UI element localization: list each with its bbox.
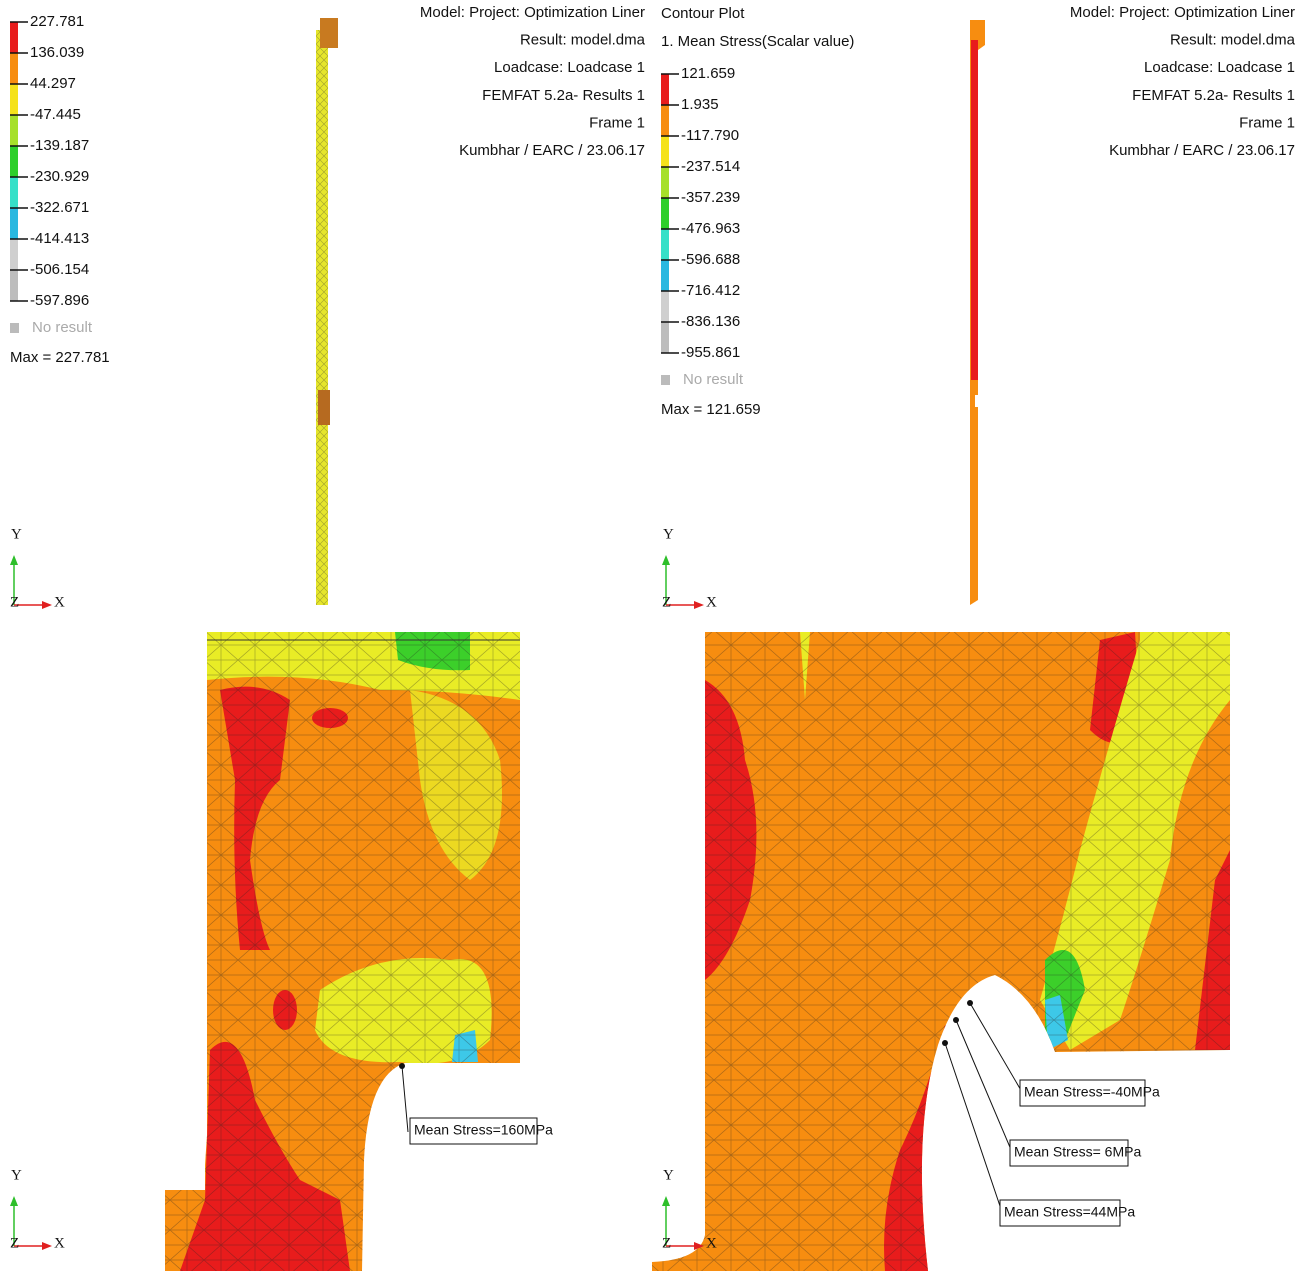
legend-value: -836.136 bbox=[681, 313, 740, 330]
callout-label: Mean Stress=-40MPa bbox=[1024, 1084, 1160, 1100]
legend-value: -476.963 bbox=[681, 220, 740, 237]
axis-label-y: Y bbox=[11, 1167, 22, 1183]
axis-label-x: X bbox=[706, 594, 717, 610]
liner-model-right bbox=[970, 20, 985, 605]
info-line: Model: Project: Optimization Liner bbox=[1070, 4, 1295, 21]
arrow-head bbox=[42, 601, 52, 609]
legend-color bbox=[10, 84, 18, 115]
legend-color bbox=[661, 291, 669, 322]
arrow-head bbox=[662, 1196, 670, 1206]
axis-label-y: Y bbox=[11, 526, 22, 542]
no-result-swatch bbox=[661, 375, 670, 385]
legend-value: -230.929 bbox=[30, 168, 89, 185]
contour-right bbox=[650, 632, 1235, 1271]
callout-label: Mean Stress=160MPa bbox=[414, 1122, 553, 1138]
axis-label-y: Y bbox=[663, 1167, 674, 1183]
axis-label-z: Z bbox=[10, 1235, 19, 1251]
legend-color bbox=[661, 74, 669, 105]
fea-results-page: Mean Stress=160MPa Mean Stress=-40MPa Mean… bbox=[0, 0, 1309, 1271]
info-line: FEMFAT 5.2a- Results 1 bbox=[1132, 87, 1295, 104]
legend-value: -237.514 bbox=[681, 158, 740, 175]
no-result-label: No result bbox=[683, 371, 744, 388]
legend-value: -596.688 bbox=[681, 251, 740, 268]
legend-value: -716.412 bbox=[681, 282, 740, 299]
legend-color bbox=[10, 22, 18, 53]
axis-label-z: Z bbox=[662, 1235, 671, 1251]
legend-color bbox=[10, 270, 18, 301]
legend-value: 227.781 bbox=[30, 13, 84, 30]
info-line: Kumbhar / EARC / 23.06.17 bbox=[459, 142, 645, 159]
legend-value: -414.413 bbox=[30, 230, 89, 247]
legend-value: -47.445 bbox=[30, 106, 81, 123]
legend-color bbox=[661, 322, 669, 353]
axis-label-x: X bbox=[54, 594, 65, 610]
plot-subtitle: 1. Mean Stress(Scalar value) bbox=[661, 33, 854, 50]
legend-color bbox=[10, 146, 18, 177]
legend-color bbox=[10, 115, 18, 146]
info-line: Frame 1 bbox=[1239, 114, 1295, 131]
legend-color bbox=[10, 177, 18, 208]
legend-value: -139.187 bbox=[30, 137, 89, 154]
axis-label-x: X bbox=[54, 1235, 65, 1251]
legend-color bbox=[10, 239, 18, 270]
arrow-head bbox=[662, 555, 670, 565]
max-label: Max = 227.781 bbox=[10, 349, 110, 366]
info-line: Loadcase: Loadcase 1 bbox=[494, 59, 645, 76]
axis-label-z: Z bbox=[10, 594, 19, 610]
legend-value: -117.790 bbox=[681, 127, 739, 144]
legend-color bbox=[661, 136, 669, 167]
callout-label: Mean Stress= 6MPa bbox=[1014, 1144, 1141, 1160]
max-label: Max = 121.659 bbox=[661, 401, 761, 418]
axis-label-z: Z bbox=[662, 594, 671, 610]
no-result-swatch bbox=[10, 323, 19, 333]
arrow-head bbox=[694, 601, 704, 609]
legend-color bbox=[661, 229, 669, 260]
legend-color bbox=[10, 53, 18, 84]
legend-value: -322.671 bbox=[30, 199, 89, 216]
info-line: Loadcase: Loadcase 1 bbox=[1144, 59, 1295, 76]
legend-color bbox=[661, 105, 669, 136]
axis-label-y: Y bbox=[663, 526, 674, 542]
legend-color bbox=[661, 198, 669, 229]
legend-value: 136.039 bbox=[30, 44, 84, 61]
legend-value: -506.154 bbox=[30, 261, 89, 278]
legend-color bbox=[10, 208, 18, 239]
legend-value: -597.896 bbox=[30, 292, 89, 309]
legend-color bbox=[661, 167, 669, 198]
no-result-label: No result bbox=[32, 319, 93, 336]
legend-value: 1.935 bbox=[681, 96, 719, 113]
arrow-head bbox=[10, 555, 18, 565]
callout-label: Mean Stress=44MPa bbox=[1004, 1204, 1135, 1220]
arrow-head bbox=[10, 1196, 18, 1206]
info-line: Model: Project: Optimization Liner bbox=[420, 4, 645, 21]
info-line: Result: model.dma bbox=[520, 32, 646, 49]
liner-model-left bbox=[316, 18, 338, 605]
arrow-head bbox=[42, 1242, 52, 1250]
legend-value: 121.659 bbox=[681, 65, 735, 82]
legend-color bbox=[661, 260, 669, 291]
axis-label-x: X bbox=[706, 1235, 717, 1251]
info-line: FEMFAT 5.2a- Results 1 bbox=[482, 87, 645, 104]
info-line: Frame 1 bbox=[589, 114, 645, 131]
legend-value: 44.297 bbox=[30, 75, 76, 92]
info-line: Result: model.dma bbox=[1170, 32, 1296, 49]
info-line: Kumbhar / EARC / 23.06.17 bbox=[1109, 142, 1295, 159]
contour-left bbox=[160, 632, 525, 1271]
plot-title: Contour Plot bbox=[661, 5, 745, 22]
legend-value: -955.861 bbox=[681, 344, 740, 361]
legend-value: -357.239 bbox=[681, 189, 740, 206]
